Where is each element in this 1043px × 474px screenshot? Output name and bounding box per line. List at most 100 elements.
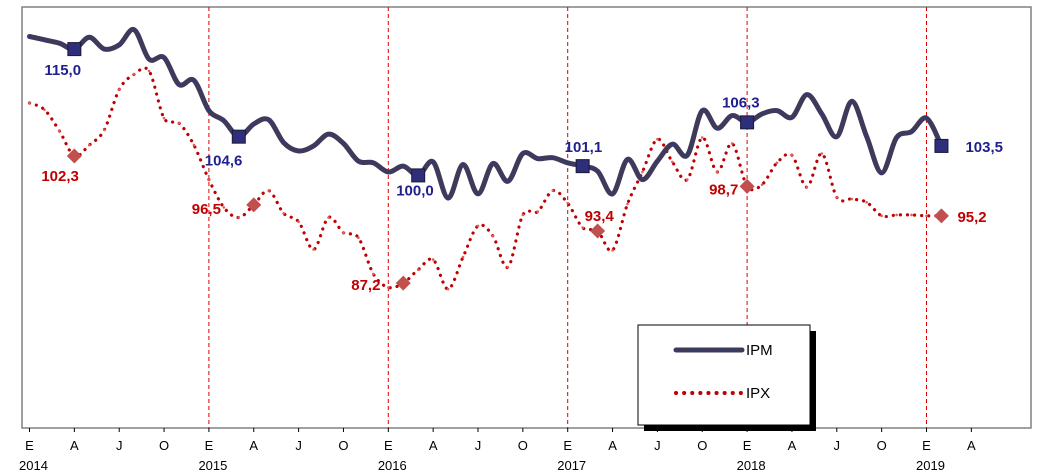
ipx-point xyxy=(416,268,420,272)
annotation-labels: 115,0 104,6 100,0 101,1 106,3 103,5 102,3 96,5 8… xyxy=(41,62,1003,294)
ipx-marker xyxy=(739,178,755,194)
ipm-marker xyxy=(934,138,949,153)
ipm-point xyxy=(477,192,479,195)
ipm-point xyxy=(342,142,345,145)
legend-ipx-label: IPX xyxy=(746,385,770,402)
ipm-value-label: 101,1 xyxy=(565,139,603,156)
ipx-point xyxy=(476,224,480,228)
ipm-point xyxy=(491,162,494,165)
ipx-value-label: 98,7 xyxy=(709,181,738,198)
ipx-point xyxy=(372,272,375,276)
ipx-point xyxy=(387,286,390,289)
x-tick-label: A xyxy=(70,438,79,453)
ipm-point xyxy=(103,48,106,51)
ipx-point xyxy=(132,73,136,76)
ipx-value-label: 102,3 xyxy=(41,168,79,185)
x-tick-label: J xyxy=(116,438,123,453)
ipx-point xyxy=(357,236,360,240)
ipm-point xyxy=(910,130,913,133)
ipx-point xyxy=(865,201,868,204)
ipx-marker xyxy=(933,208,949,224)
ipm-point xyxy=(447,197,450,200)
ipx-point xyxy=(222,206,226,209)
ipm-marker xyxy=(575,159,590,174)
ipx-point xyxy=(775,161,779,165)
ipx-point xyxy=(431,258,435,261)
ipx-point xyxy=(895,213,898,217)
ipx-point xyxy=(566,201,569,205)
ipm-point xyxy=(207,109,210,112)
ipm-point xyxy=(178,83,180,86)
x-tick-label: J xyxy=(295,438,302,453)
x-tick-label: A xyxy=(608,438,617,453)
ipm-point xyxy=(925,117,928,120)
ipx-point xyxy=(446,287,450,291)
ipm-line xyxy=(27,27,944,201)
year-label-2014: 2014 xyxy=(19,458,48,473)
ipm-marker xyxy=(231,129,246,144)
ipx-point xyxy=(461,255,465,259)
ipm-marker xyxy=(67,42,82,57)
x-tick-label: J xyxy=(654,438,661,453)
ipm-point xyxy=(820,112,823,115)
x-tick-label: O xyxy=(877,438,887,453)
ipm-point xyxy=(850,100,853,103)
year-label-2015: 2015 xyxy=(198,458,227,473)
x-tick-label: A xyxy=(429,438,438,453)
x-tick-label: J xyxy=(475,438,482,453)
year-label-2018: 2018 xyxy=(737,458,766,473)
ipx-point xyxy=(835,195,839,199)
ipx-point xyxy=(700,136,704,139)
ipx-point xyxy=(536,210,540,213)
ipx-point xyxy=(880,214,883,218)
ipx-point xyxy=(686,178,689,181)
ipm-marker xyxy=(740,115,755,130)
ipm-point xyxy=(835,135,838,138)
ipm-point xyxy=(626,158,629,161)
ipx-point xyxy=(551,189,555,192)
ipm-point xyxy=(118,43,121,46)
ipx-marker xyxy=(66,148,82,164)
x-tick-label: A xyxy=(249,438,258,453)
ipx-point xyxy=(192,143,196,147)
ipm-value-label: 115,0 xyxy=(44,62,81,79)
ipm-point xyxy=(252,123,255,126)
ipx-point xyxy=(117,88,121,91)
year-divider-lines xyxy=(208,7,927,428)
ipm-point xyxy=(761,112,764,115)
ipm-point xyxy=(641,178,644,181)
ipm-value-label: 100,0 xyxy=(396,182,434,199)
ipm-point xyxy=(865,135,868,138)
ipx-point xyxy=(671,160,674,164)
legend-box xyxy=(637,324,811,426)
ipx-point xyxy=(910,213,913,217)
ipx-value-label: 93,4 xyxy=(585,208,615,225)
ipx-point xyxy=(715,170,719,174)
ipx-point xyxy=(790,153,794,157)
ipx-point xyxy=(521,213,525,217)
ipm-point xyxy=(462,163,465,166)
ipm-point xyxy=(805,93,808,96)
ipx-line xyxy=(27,66,943,291)
ipm-point xyxy=(372,161,375,164)
ipm-marker xyxy=(411,168,426,183)
x-tick-label: A xyxy=(967,438,976,453)
ipm-point xyxy=(731,114,734,117)
ipm-point xyxy=(551,156,554,159)
x-tick-label: E xyxy=(743,438,752,453)
ipm-value-label: 104,6 xyxy=(205,153,243,170)
ipm-point xyxy=(402,165,405,168)
ipm-point xyxy=(880,171,883,174)
ipx-point xyxy=(282,211,285,215)
ipx-point xyxy=(43,108,46,112)
ipm-point xyxy=(790,116,793,119)
ipx-point xyxy=(626,202,629,206)
x-tick-label: A xyxy=(788,438,797,453)
ipm-value-label: 103,5 xyxy=(965,139,1003,156)
ipx-value-label: 87,2 xyxy=(351,277,380,294)
year-label-2019: 2019 xyxy=(916,458,945,473)
ipx-value-label: 96,5 xyxy=(192,201,221,218)
ipx-value-label: 95,2 xyxy=(957,209,986,226)
legend: IPM IPX xyxy=(637,324,816,431)
